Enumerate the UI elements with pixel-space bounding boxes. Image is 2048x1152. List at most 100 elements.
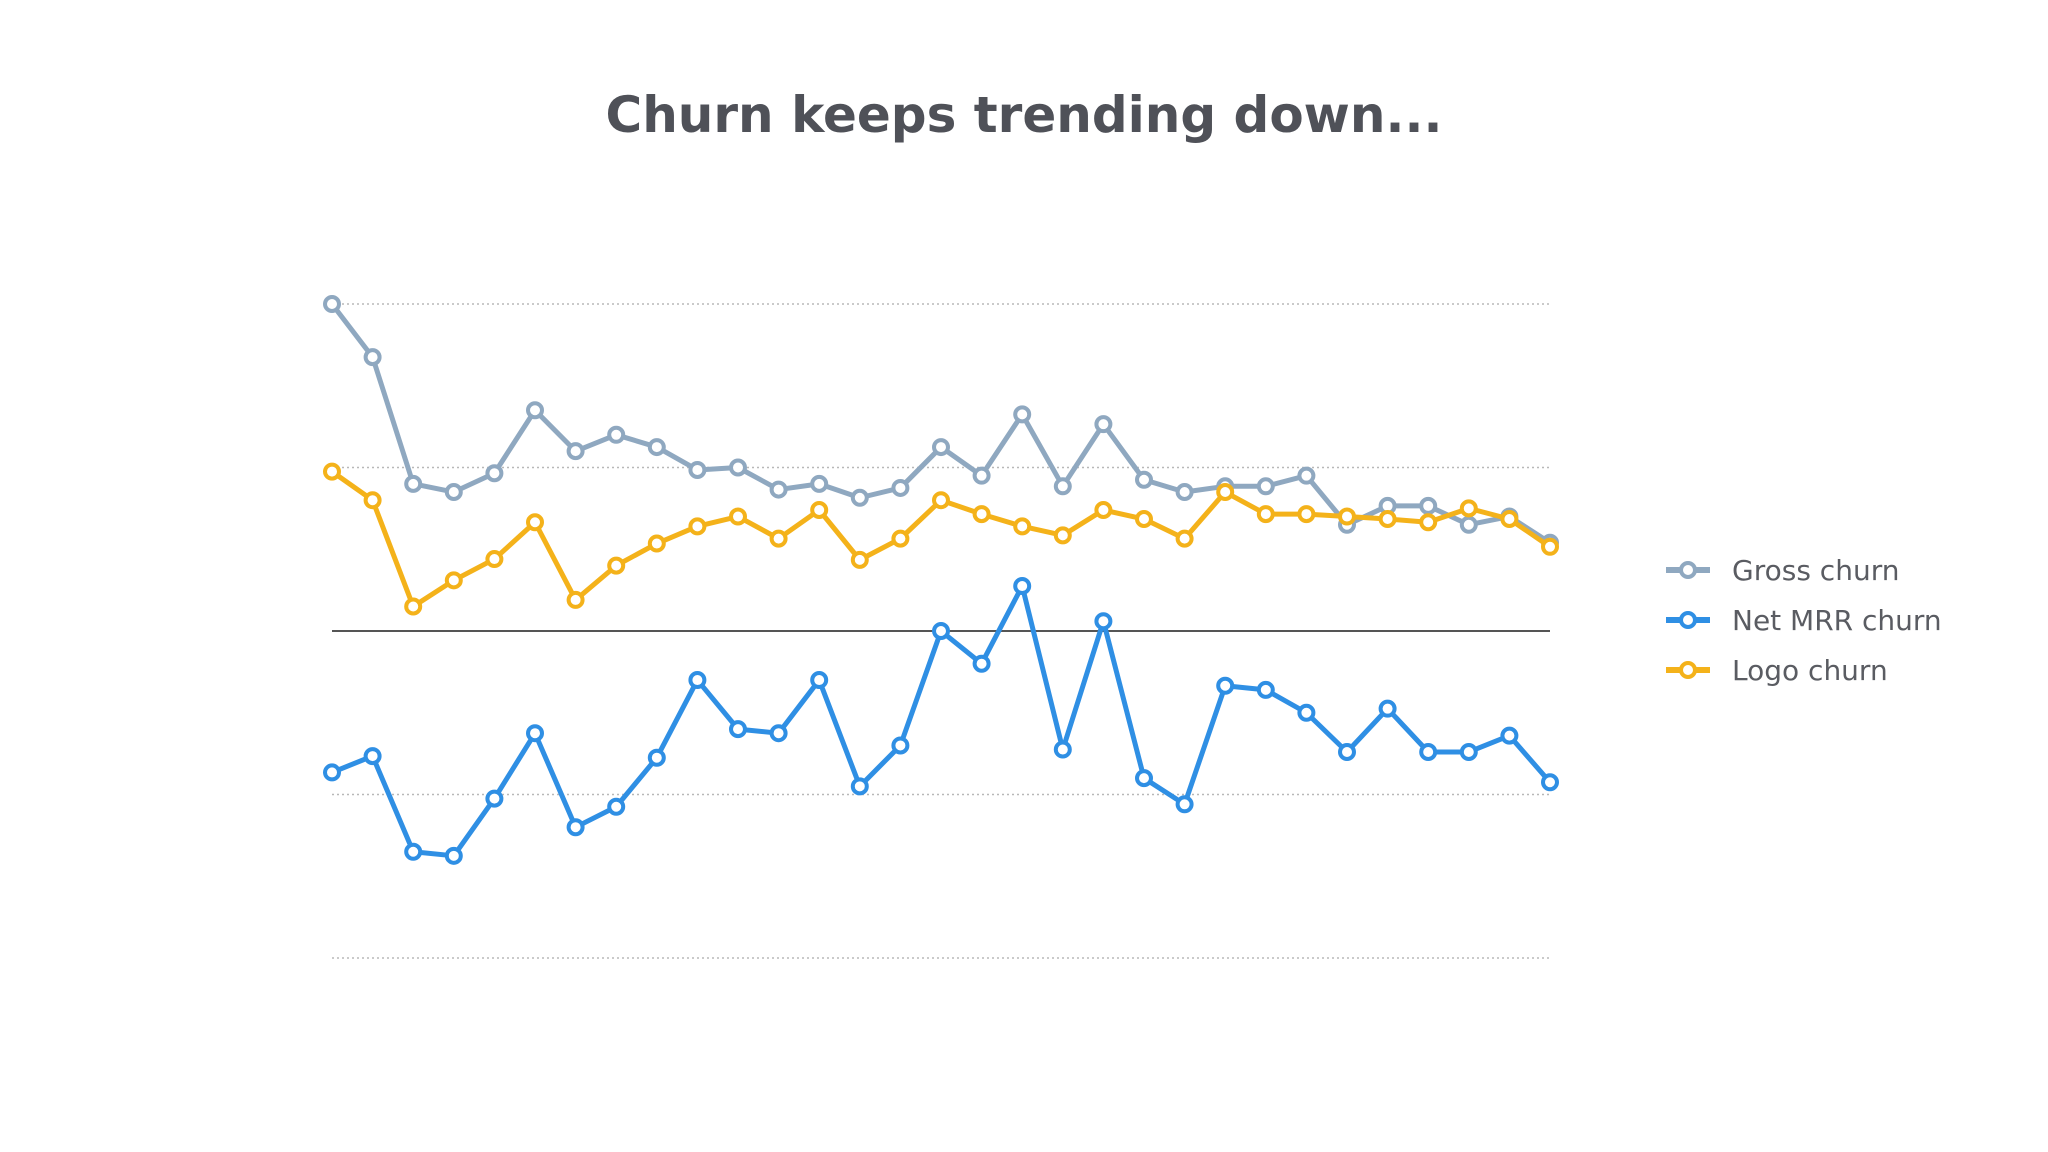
net-mrr-churn-point: [891, 736, 910, 755]
logo-churn-point: [769, 529, 788, 548]
logo-churn-point: [891, 529, 910, 548]
gross-churn-point: [769, 480, 788, 499]
legend-marker: [1679, 611, 1697, 629]
gross-churn-point: [1459, 515, 1478, 534]
logo-churn-point: [1175, 529, 1194, 548]
gross-churn-point: [1175, 483, 1194, 502]
net-mrr-churn-point: [526, 724, 544, 743]
logo-churn-point: [1500, 510, 1519, 529]
gross-churn-point: [1419, 496, 1438, 515]
legend-item-net-mrr-churn: Net MRR churn: [1666, 604, 1942, 637]
net-mrr-churn-point: [688, 671, 707, 690]
net-mrr-churn-point: [1338, 742, 1356, 761]
gross-churn-point: [444, 483, 463, 502]
net-mrr-churn-point: [1216, 676, 1235, 695]
net-mrr-churn-point: [1419, 742, 1438, 761]
logo-churn-point: [404, 597, 423, 616]
legend-item-logo-churn: Logo churn: [1666, 654, 1888, 687]
legend-item-gross-churn: Gross churn: [1666, 554, 1899, 587]
net-mrr-churn-point: [932, 622, 950, 640]
net-mrr-churn-point: [810, 671, 829, 690]
net-mrr-churn-point: [1135, 769, 1153, 788]
logo-churn-point: [729, 507, 747, 526]
gross-churn-point: [566, 442, 585, 461]
gross-churn-point: [647, 438, 666, 457]
logo-churn-point: [1053, 526, 1072, 545]
gross-churn-point: [485, 464, 504, 483]
logo-churn-point: [444, 571, 463, 590]
series-lines: [323, 295, 1559, 865]
gross-churn-point: [607, 425, 626, 444]
logo-churn-point: [1256, 505, 1275, 524]
logo-churn-point: [850, 550, 869, 569]
logo-churn-point: [1541, 537, 1559, 556]
net-mrr-churn-point: [444, 846, 463, 865]
net-mrr-churn-point: [566, 818, 585, 837]
net-mrr-churn-point: [647, 748, 666, 767]
chart-title: Churn keeps trending down...: [606, 86, 1443, 144]
net-mrr-churn-point: [404, 842, 423, 861]
net-mrr-churn-point: [1094, 612, 1113, 631]
net-mrr-churn-point: [729, 720, 747, 739]
legend-label: Net MRR churn: [1732, 604, 1942, 637]
logo-churn-point: [647, 534, 666, 553]
gross-churn-point: [1094, 415, 1113, 434]
logo-churn-point: [810, 501, 829, 520]
gross-churn-point: [526, 401, 544, 420]
logo-churn-point: [485, 550, 504, 569]
logo-churn-point: [1459, 499, 1478, 518]
gross-churn-point: [810, 474, 829, 493]
gross-churn-point: [1053, 477, 1072, 496]
logo-churn-point: [932, 491, 950, 510]
logo-churn-point: [323, 462, 341, 481]
legend-marker: [1679, 661, 1697, 679]
logo-churn-point: [1013, 517, 1032, 536]
logo-churn-point: [1094, 501, 1113, 520]
gross-churn-point: [891, 478, 910, 497]
logo-churn-point: [972, 505, 991, 524]
gross-churn-point: [1013, 405, 1032, 424]
net-mrr-churn-point: [1541, 773, 1559, 792]
net-mrr-churn-point: [323, 763, 341, 782]
net-mrr-churn-point: [1297, 703, 1316, 722]
net-mrr-churn-point: [485, 789, 504, 808]
gross-churn-point: [932, 438, 950, 457]
net-mrr-churn-point: [1013, 577, 1032, 596]
net-mrr-churn-point: [1500, 726, 1519, 745]
gross-churn-point: [1256, 477, 1275, 496]
gross-churn-point: [850, 488, 869, 507]
gross-churn-point: [1297, 466, 1316, 485]
net-mrr-churn-point: [1378, 699, 1397, 718]
logo-churn-point: [688, 517, 707, 536]
gross-churn-point: [1135, 470, 1153, 489]
net-mrr-churn-point: [1459, 742, 1478, 761]
legend-label: Gross churn: [1732, 554, 1899, 587]
net-mrr-churn-point: [363, 747, 382, 766]
gross-churn-point: [323, 295, 341, 313]
net-mrr-churn-point: [850, 777, 869, 796]
net-mrr-churn-point: [1053, 740, 1072, 759]
gross-churn-point: [404, 474, 423, 493]
series-gross-churn: [323, 295, 1559, 552]
gross-churn-point: [729, 458, 747, 477]
logo-churn-point: [1216, 483, 1235, 502]
logo-churn-point: [566, 590, 585, 609]
legend-label: Logo churn: [1732, 654, 1888, 687]
logo-churn-point: [1338, 507, 1356, 526]
net-mrr-churn-point: [972, 654, 991, 673]
net-mrr-churn-point: [1256, 680, 1275, 699]
logo-churn-point: [363, 491, 382, 510]
logo-churn-point: [1297, 505, 1316, 524]
net-mrr-churn-point: [607, 797, 626, 816]
net-mrr-churn-point: [1175, 795, 1194, 814]
logo-churn-point: [1419, 513, 1438, 532]
logo-churn-point: [1378, 510, 1397, 529]
series-logo-churn: [323, 462, 1559, 616]
net-mrr-churn-point: [769, 724, 788, 743]
gross-churn-point: [363, 348, 382, 367]
gross-churn-point: [688, 460, 707, 479]
legend: Gross churn Net MRR churn Logo churn: [1666, 554, 1942, 687]
logo-churn-point: [607, 556, 626, 575]
series-net-mrr-churn: [323, 577, 1559, 865]
